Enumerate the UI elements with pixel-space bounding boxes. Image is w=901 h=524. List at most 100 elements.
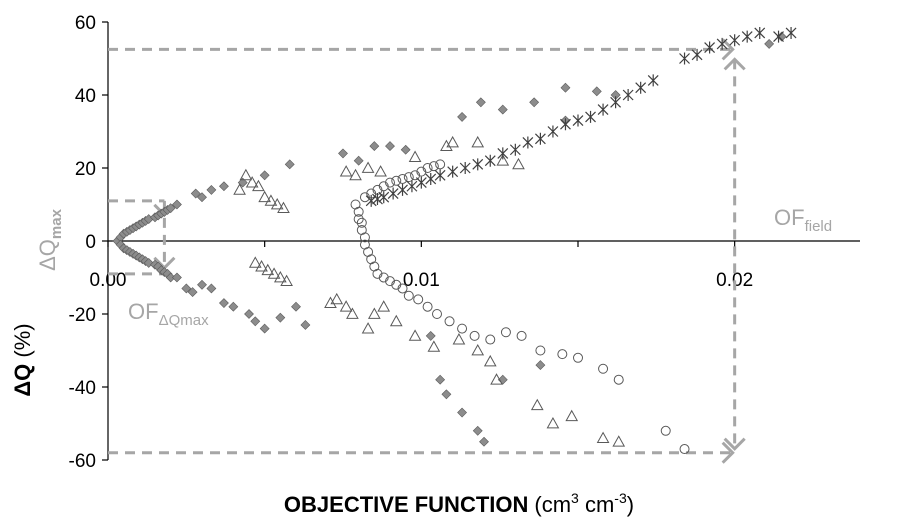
star-point	[741, 30, 753, 43]
y-tick-label: 0	[85, 232, 96, 253]
circle-point	[403, 290, 414, 301]
star-point	[484, 154, 496, 167]
star-point	[560, 118, 571, 131]
circle-point	[385, 276, 395, 287]
x-axis-unit-suffix: )	[627, 492, 634, 517]
diamond-point	[259, 323, 270, 334]
star-point	[597, 103, 609, 116]
triangle-point	[339, 300, 353, 312]
circle-point	[485, 334, 496, 345]
star-point	[509, 143, 521, 156]
star-point	[716, 37, 728, 50]
star-point	[691, 48, 703, 61]
diamond-point	[457, 407, 467, 418]
diamond-point	[385, 141, 395, 152]
circle-point	[353, 214, 364, 225]
y-axis-title-unit: (%)	[10, 323, 35, 363]
circle-point	[391, 279, 402, 290]
triangle-point	[270, 197, 284, 210]
circle-point	[435, 159, 446, 170]
star-point	[472, 158, 484, 171]
triangle-point	[408, 329, 422, 341]
star-point	[704, 41, 716, 54]
triangle-point	[452, 333, 466, 345]
circle-point	[366, 254, 377, 265]
star-point	[647, 74, 659, 87]
dq-max-annotation: ΔQmax	[35, 208, 65, 270]
triangle-point	[367, 307, 381, 319]
x-tick-label: 0.01	[403, 270, 440, 291]
diamond-point	[591, 86, 602, 97]
triangle-point	[330, 292, 344, 305]
circle-point	[397, 283, 408, 294]
triangle-point	[233, 183, 246, 195]
triangle-point	[339, 165, 353, 177]
circle-point	[353, 206, 364, 217]
star-point	[406, 180, 418, 193]
diamond-point	[187, 287, 198, 298]
of-dq-max-annotation: OFΔQmax	[128, 299, 209, 329]
circle-point	[557, 349, 568, 360]
star-point	[365, 194, 377, 207]
triangle-point	[324, 296, 337, 308]
of-dq-max-sub: ΔQmax	[159, 312, 210, 329]
plot-area: 60 40 20 0 -20 -40 -60 0.000.010.02	[69, 13, 860, 472]
triangle-point	[361, 322, 375, 334]
triangle-point	[377, 300, 391, 312]
star-point	[547, 125, 559, 138]
star-point	[387, 187, 399, 200]
of-field-prefix: OF	[774, 205, 805, 230]
triangle-point	[612, 435, 626, 447]
triangle-point	[248, 256, 262, 268]
y-axis-title: ΔQ (%)	[10, 323, 35, 396]
diamond-point	[479, 436, 489, 447]
of-field-annotation: OFfield	[774, 205, 832, 235]
of-field-arrow-lower	[721, 441, 735, 464]
triangle-point	[280, 274, 293, 287]
star-point	[635, 81, 647, 94]
circle-point	[359, 232, 370, 243]
diamond-point	[369, 141, 380, 152]
star-point	[425, 172, 437, 185]
of-field-arrow-top	[723, 57, 746, 71]
triangle-point	[530, 398, 544, 411]
circle-point	[422, 163, 433, 173]
triangle-point	[408, 150, 422, 162]
star-point	[459, 162, 471, 174]
circle-point	[416, 166, 427, 177]
circle-point	[500, 327, 511, 338]
triangle-point	[264, 194, 278, 206]
x-axis-unit-prefix: (cm	[534, 492, 571, 517]
circle-point	[403, 172, 414, 183]
diamond-point	[259, 170, 270, 181]
y-tick-label: -60	[69, 451, 96, 472]
data-points	[112, 26, 797, 455]
x-axis-unit-sup1: 3	[571, 490, 579, 506]
diamond-point	[291, 301, 301, 312]
x-axis-unit-mid: cm	[579, 492, 614, 517]
diamond-point	[228, 301, 239, 312]
diamond-point	[475, 97, 486, 108]
circle-point	[679, 444, 690, 455]
circle-point	[369, 261, 380, 272]
triangle-point	[440, 139, 453, 151]
triangle-point	[261, 263, 275, 276]
diamond-point	[190, 188, 201, 199]
triangle-point	[267, 267, 281, 279]
diamond-point	[284, 159, 295, 170]
diamond-point	[425, 330, 436, 341]
diamond-point	[764, 38, 775, 49]
diamond-point	[219, 298, 229, 308]
triangle-point	[471, 135, 485, 148]
triangle-point	[471, 343, 485, 356]
diamond-point	[172, 272, 182, 283]
dq-max-prefix: ΔQ	[35, 239, 60, 271]
circle-point	[350, 199, 361, 210]
circle-point	[457, 323, 468, 334]
diamond-point	[219, 181, 229, 192]
triangle-point	[565, 409, 579, 422]
diamond-point	[165, 203, 176, 214]
diamond-point	[172, 199, 182, 210]
x-axis-title-bold: OBJECTIVE FUNCTION	[284, 492, 528, 517]
